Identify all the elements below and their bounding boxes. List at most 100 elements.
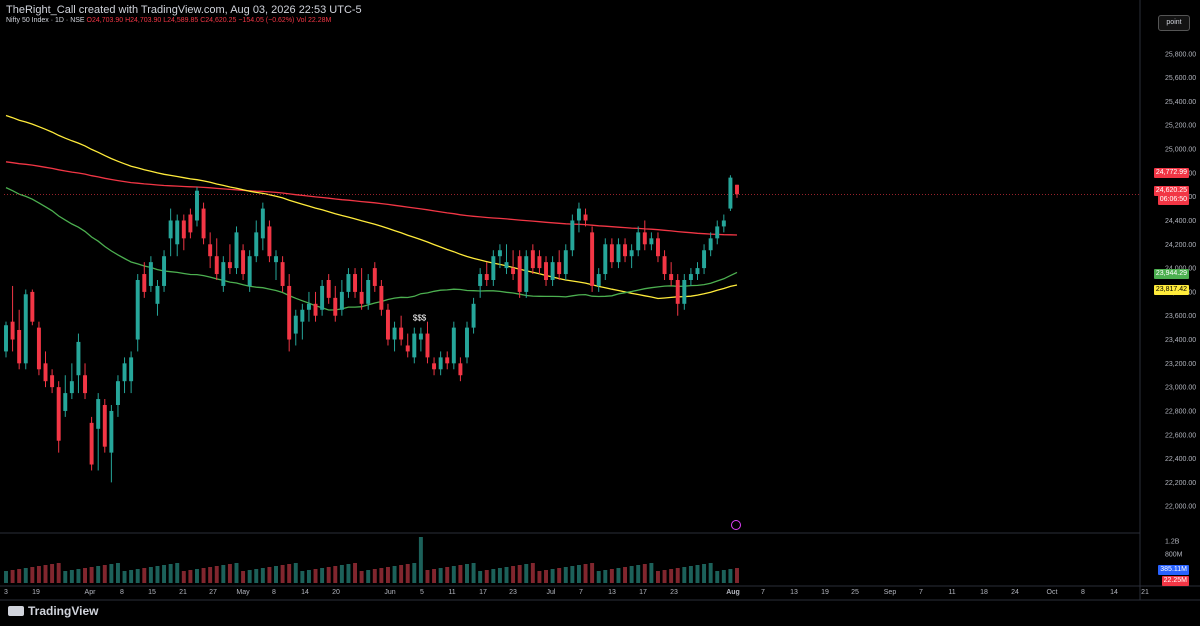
candle-body: [715, 226, 720, 239]
candle-body: [83, 375, 88, 394]
candle-body: [465, 327, 469, 358]
volume-bar: [688, 566, 693, 583]
candle-body: [497, 250, 502, 257]
candle-body: [478, 274, 483, 286]
time-axis-label: 7: [761, 589, 765, 596]
time-axis-label: 18: [980, 589, 988, 596]
time-axis-label: Aug: [726, 589, 740, 596]
candle-body: [175, 220, 180, 245]
symbol-legend[interactable]: Nifty 50 Index · 1D · NSE O24,703.90 H24…: [6, 17, 331, 24]
candle-body: [227, 262, 232, 269]
volume-bar: [511, 566, 516, 583]
time-axis-label: 13: [608, 589, 616, 596]
candle-body: [728, 177, 733, 209]
volume-bar: [181, 571, 186, 583]
volume-bar: [162, 565, 167, 583]
candle-body: [432, 363, 437, 370]
candle-body: [254, 232, 259, 257]
volume-bar: [83, 568, 88, 583]
candle-body: [36, 327, 41, 370]
candle-body: [530, 250, 535, 269]
price-tick-label: 24,200.00: [1165, 242, 1196, 249]
candle-body: [642, 232, 647, 245]
volume-bar: [306, 570, 311, 583]
candle-body: [155, 285, 160, 304]
candle-body: [379, 285, 384, 310]
event-icon: [731, 520, 741, 530]
time-axis-label: 17: [639, 589, 647, 596]
candle-body: [260, 208, 265, 239]
candle-body: [313, 303, 318, 316]
time-axis-label: 5: [420, 589, 424, 596]
brand-name: TradingView: [28, 604, 99, 618]
volume-bar: [432, 569, 437, 583]
candle-body: [339, 291, 344, 310]
volume-bar: [721, 570, 726, 583]
candle-body: [451, 327, 456, 364]
volume-bar: [274, 566, 278, 583]
volume-bar: [530, 563, 535, 583]
volume-value: Vol 22.28M: [296, 17, 332, 24]
time-axis-label: Jul: [547, 589, 556, 596]
time-axis-label: 15: [148, 589, 156, 596]
volume-bar: [715, 571, 720, 583]
volume-bar: [366, 570, 371, 583]
candle-body: [708, 238, 713, 251]
candle-body: [4, 325, 8, 352]
price-tick-label: 25,200.00: [1165, 123, 1196, 130]
candle-body: [267, 226, 272, 257]
time-axis-label: 25: [851, 589, 859, 596]
volume-bar: [596, 571, 601, 583]
point-button[interactable]: point: [1158, 15, 1190, 31]
volume-bar: [241, 571, 246, 583]
price-tick-label: 23,200.00: [1165, 361, 1196, 368]
candle-body: [675, 280, 680, 304]
volume-bar: [221, 565, 226, 583]
volume-bar: [497, 568, 502, 583]
volume-bar: [603, 570, 608, 583]
candle-body: [438, 357, 443, 370]
volume-bar: [4, 571, 8, 583]
ma-green-tag: 23,944.29: [1153, 269, 1189, 279]
candle-body: [563, 250, 568, 275]
volume-bar: [445, 567, 450, 583]
candle-body: [280, 262, 285, 286]
candle-body: [583, 214, 588, 221]
candle-body: [129, 357, 134, 382]
volume-bar: [570, 566, 575, 583]
candle-body: [669, 274, 674, 280]
volume-bar: [728, 569, 733, 583]
volume-bar: [142, 568, 147, 583]
candle-body: [214, 256, 219, 275]
candle-body: [688, 274, 693, 280]
volume-bar: [175, 563, 180, 583]
volume-bar: [399, 565, 404, 583]
time-axis-label: 7: [919, 589, 923, 596]
time-axis-label: Apr: [85, 589, 97, 596]
volume-bar: [17, 569, 22, 583]
volume-bar: [629, 566, 634, 583]
volume-bar: [320, 568, 325, 583]
candle-body: [596, 274, 601, 286]
volume-bar: [353, 563, 358, 583]
candle-body: [359, 291, 364, 304]
volume-bar: [550, 569, 555, 583]
tradingview-logo[interactable]: TradingView: [8, 604, 98, 618]
candle-body: [168, 220, 173, 239]
volume-bar: [50, 564, 55, 583]
volume-bar: [168, 564, 173, 583]
candle-body: [188, 214, 193, 233]
time-axis-label: 21: [179, 589, 187, 596]
volume-bar: [438, 568, 443, 583]
volume-bar: [63, 571, 68, 583]
price-tick-label: 25,000.00: [1165, 147, 1196, 154]
candle-body: [333, 297, 338, 316]
candle-body: [524, 256, 529, 292]
chart-attribution: TheRight_Call created with TradingView.c…: [6, 4, 362, 16]
price-tick-label: 22,800.00: [1165, 408, 1196, 415]
price-tick-label: 23,400.00: [1165, 337, 1196, 344]
time-axis-label: 8: [1081, 589, 1085, 596]
price-tick-label: 24,400.00: [1165, 218, 1196, 225]
candle-body: [63, 393, 68, 411]
